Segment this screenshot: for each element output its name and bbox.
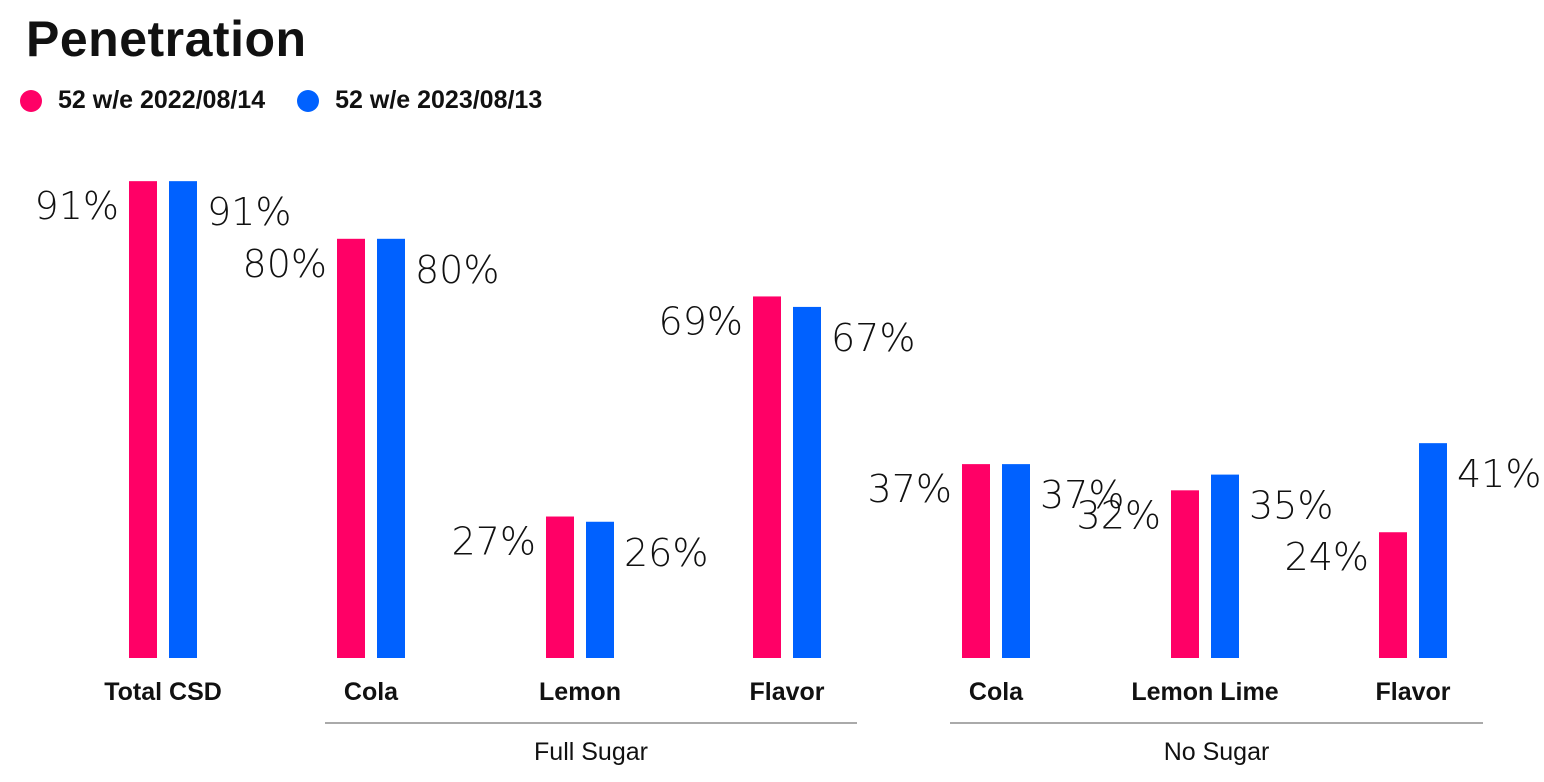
bar-cola-1-series-0 <box>337 238 365 659</box>
data-label-flavor-3-series-0: 69% <box>659 299 743 343</box>
category-label-total-csd-0: Total CSD <box>104 678 222 706</box>
data-label-lemon-2-series-0: 27% <box>452 520 536 564</box>
data-label-total-csd-0-series-0: 91% <box>35 184 119 228</box>
group-label-no-sugar: No Sugar <box>1164 738 1270 766</box>
bar-lemon-lime-5-series-1 <box>1211 474 1239 658</box>
bar-flavor-3-series-0 <box>753 296 781 658</box>
legend-label-2023: 52 w/e 2023/08/13 <box>335 86 543 114</box>
group-label-full-sugar: Full Sugar <box>534 738 648 766</box>
bar-lemon-2-series-0 <box>546 516 574 658</box>
data-label-flavor-6-series-0: 24% <box>1285 535 1369 579</box>
category-label-cola-4: Cola <box>969 678 1024 706</box>
bar-lemon-2-series-1 <box>586 521 614 658</box>
chart-title: Penetration <box>26 11 307 67</box>
data-label-cola-1-series-0: 80% <box>243 242 327 286</box>
data-label-cola-4-series-1: 37% <box>1040 473 1124 517</box>
bar-total-csd-0-series-0 <box>129 181 157 658</box>
category-label-flavor-3: Flavor <box>749 678 824 706</box>
bar-flavor-6-series-0 <box>1379 532 1407 658</box>
bar-cola-4-series-0 <box>962 464 990 658</box>
category-label-cola-1: Cola <box>344 678 399 706</box>
data-label-lemon-lime-5-series-0: 32% <box>1077 493 1161 537</box>
legend-label-2022: 52 w/e 2022/08/14 <box>58 86 266 114</box>
bar-lemon-lime-5-series-0 <box>1171 490 1199 658</box>
bar-cola-4-series-1 <box>1002 464 1030 658</box>
data-label-lemon-2-series-1: 26% <box>624 531 708 575</box>
legend-item-2023: 52 w/e 2023/08/13 <box>297 86 542 115</box>
legend: 52 w/e 2022/08/14 52 w/e 2023/08/13 <box>20 86 574 115</box>
bar-cola-1-series-1 <box>377 238 405 659</box>
legend-swatch-2022 <box>20 89 42 112</box>
data-label-cola-1-series-1: 80% <box>415 248 499 292</box>
category-label-lemon-2: Lemon <box>539 678 621 706</box>
data-label-total-csd-0-series-1: 91% <box>207 190 291 234</box>
data-label-lemon-lime-5-series-1: 35% <box>1249 484 1333 528</box>
legend-item-2022: 52 w/e 2022/08/14 <box>20 86 265 115</box>
data-label-flavor-3-series-1: 67% <box>831 316 915 360</box>
data-label-cola-4-series-0: 37% <box>868 467 952 511</box>
legend-swatch-2023 <box>297 89 320 112</box>
bar-flavor-6-series-1 <box>1419 443 1447 658</box>
category-label-flavor-6: Flavor <box>1375 678 1450 706</box>
bar-flavor-3-series-1 <box>793 306 821 658</box>
bar-total-csd-0-series-1 <box>169 181 197 658</box>
data-label-flavor-6-series-1: 41% <box>1457 452 1541 496</box>
category-label-lemon-lime-5: Lemon Lime <box>1131 678 1278 706</box>
